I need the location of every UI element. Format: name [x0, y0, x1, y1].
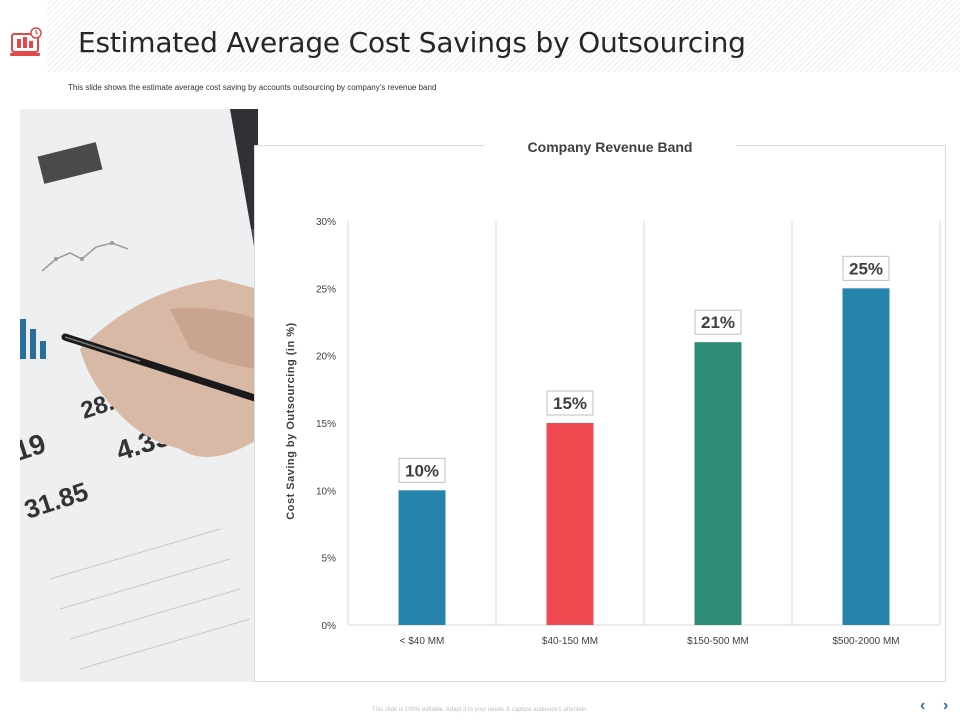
- data-label: 25%: [849, 259, 883, 278]
- header-band: [47, 0, 960, 72]
- y-tick-label: 15%: [316, 419, 336, 430]
- page-title: Estimated Average Cost Savings by Outsou…: [78, 26, 746, 59]
- next-slide-button[interactable]: ›: [943, 697, 949, 714]
- data-label: 21%: [701, 313, 735, 332]
- data-label-box: [842, 255, 890, 281]
- data-label-box: [546, 390, 594, 416]
- bar: [842, 288, 890, 625]
- page-subtitle: This slide shows the estimate average co…: [68, 83, 437, 92]
- x-tick-label: < $40 MM: [400, 636, 445, 647]
- cost-savings-logo-icon: [8, 26, 44, 62]
- data-label: 10%: [405, 461, 439, 480]
- bar: [398, 490, 446, 625]
- x-tick-label: $40-150 MM: [542, 636, 598, 647]
- y-tick-label: 0%: [322, 621, 337, 632]
- data-label-box: [694, 309, 742, 335]
- footer-note: This slide is 100% editable. Adapt it to…: [371, 707, 589, 713]
- y-tick-label: 5%: [322, 554, 337, 565]
- x-tick-label: $500-2000 MM: [832, 636, 899, 647]
- chart-title: Company Revenue Band: [484, 136, 736, 158]
- hand-with-pen-photo: 28.6 4.35 19 31.85: [20, 109, 258, 682]
- y-axis-title: Cost Saving by Outsourcing (in %): [285, 322, 297, 519]
- y-tick-label: 25%: [316, 284, 336, 295]
- bar: [546, 423, 594, 625]
- y-tick-label: 20%: [316, 352, 336, 363]
- bar: [694, 342, 742, 625]
- x-tick-label: $150-500 MM: [687, 636, 749, 647]
- data-label: 15%: [553, 394, 587, 413]
- y-tick-label: 10%: [316, 486, 336, 497]
- y-tick-label: 30%: [316, 217, 336, 228]
- data-label-box: [398, 457, 446, 483]
- previous-slide-button[interactable]: ‹: [920, 697, 926, 714]
